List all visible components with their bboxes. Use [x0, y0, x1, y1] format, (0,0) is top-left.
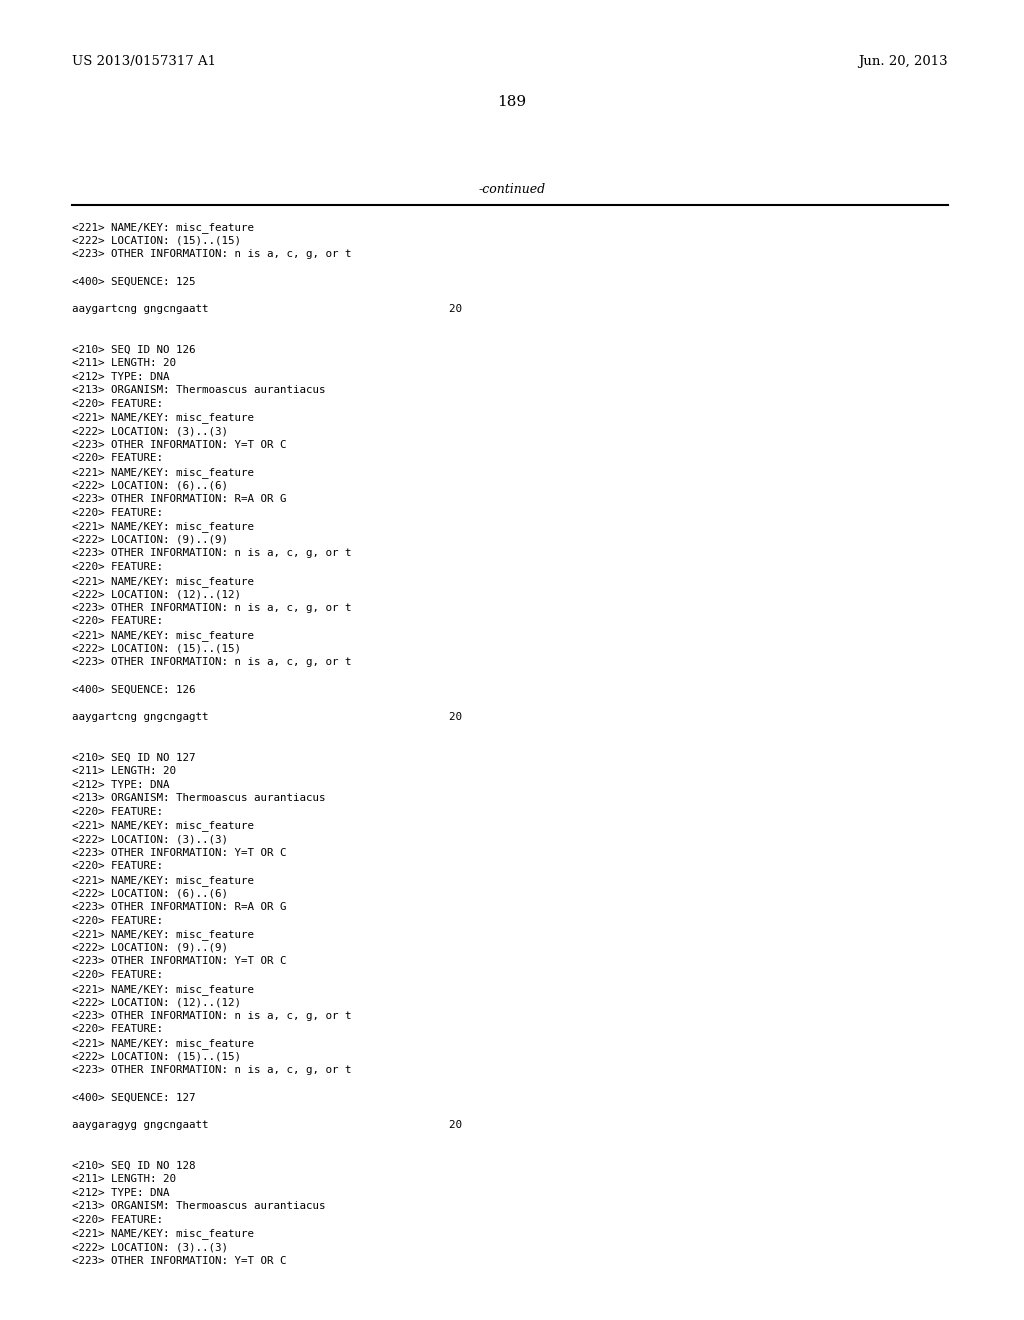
Text: 189: 189	[498, 95, 526, 110]
Text: <220> FEATURE:: <220> FEATURE:	[72, 1024, 163, 1035]
Text: <222> LOCATION: (6)..(6): <222> LOCATION: (6)..(6)	[72, 480, 228, 491]
Text: US 2013/0157317 A1: US 2013/0157317 A1	[72, 55, 216, 69]
Text: <221> NAME/KEY: misc_feature: <221> NAME/KEY: misc_feature	[72, 576, 254, 586]
Text: <210> SEQ ID NO 127: <210> SEQ ID NO 127	[72, 752, 196, 763]
Text: <212> TYPE: DNA: <212> TYPE: DNA	[72, 372, 170, 381]
Text: <222> LOCATION: (15)..(15): <222> LOCATION: (15)..(15)	[72, 644, 241, 653]
Text: <400> SEQUENCE: 127: <400> SEQUENCE: 127	[72, 1093, 196, 1102]
Text: <220> FEATURE:: <220> FEATURE:	[72, 616, 163, 627]
Text: <213> ORGANISM: Thermoascus aurantiacus: <213> ORGANISM: Thermoascus aurantiacus	[72, 1201, 326, 1212]
Text: <220> FEATURE:: <220> FEATURE:	[72, 562, 163, 572]
Text: <210> SEQ ID NO 128: <210> SEQ ID NO 128	[72, 1160, 196, 1171]
Text: <221> NAME/KEY: misc_feature: <221> NAME/KEY: misc_feature	[72, 630, 254, 642]
Text: <220> FEATURE:: <220> FEATURE:	[72, 916, 163, 925]
Text: <223> OTHER INFORMATION: Y=T OR C: <223> OTHER INFORMATION: Y=T OR C	[72, 957, 287, 966]
Text: <220> FEATURE:: <220> FEATURE:	[72, 1214, 163, 1225]
Text: <222> LOCATION: (3)..(3): <222> LOCATION: (3)..(3)	[72, 426, 228, 436]
Text: <221> NAME/KEY: misc_feature: <221> NAME/KEY: misc_feature	[72, 875, 254, 886]
Text: <222> LOCATION: (12)..(12): <222> LOCATION: (12)..(12)	[72, 997, 241, 1007]
Text: <221> NAME/KEY: misc_feature: <221> NAME/KEY: misc_feature	[72, 1038, 254, 1049]
Text: <221> NAME/KEY: misc_feature: <221> NAME/KEY: misc_feature	[72, 412, 254, 424]
Text: <222> LOCATION: (9)..(9): <222> LOCATION: (9)..(9)	[72, 942, 228, 953]
Text: <221> NAME/KEY: misc_feature: <221> NAME/KEY: misc_feature	[72, 521, 254, 532]
Text: <222> LOCATION: (3)..(3): <222> LOCATION: (3)..(3)	[72, 1242, 228, 1251]
Text: <222> LOCATION: (15)..(15): <222> LOCATION: (15)..(15)	[72, 235, 241, 246]
Text: <220> FEATURE:: <220> FEATURE:	[72, 861, 163, 871]
Text: aaygaragyg gngcngaatt                                     20: aaygaragyg gngcngaatt 20	[72, 1119, 462, 1130]
Text: <223> OTHER INFORMATION: Y=T OR C: <223> OTHER INFORMATION: Y=T OR C	[72, 847, 287, 858]
Text: <211> LENGTH: 20: <211> LENGTH: 20	[72, 1173, 176, 1184]
Text: <212> TYPE: DNA: <212> TYPE: DNA	[72, 780, 170, 789]
Text: <210> SEQ ID NO 126: <210> SEQ ID NO 126	[72, 345, 196, 354]
Text: <212> TYPE: DNA: <212> TYPE: DNA	[72, 1188, 170, 1197]
Text: <213> ORGANISM: Thermoascus aurantiacus: <213> ORGANISM: Thermoascus aurantiacus	[72, 385, 326, 395]
Text: <223> OTHER INFORMATION: n is a, c, g, or t: <223> OTHER INFORMATION: n is a, c, g, o…	[72, 657, 351, 667]
Text: <400> SEQUENCE: 126: <400> SEQUENCE: 126	[72, 684, 196, 694]
Text: <221> NAME/KEY: misc_feature: <221> NAME/KEY: misc_feature	[72, 222, 254, 232]
Text: <220> FEATURE:: <220> FEATURE:	[72, 807, 163, 817]
Text: <220> FEATURE:: <220> FEATURE:	[72, 453, 163, 463]
Text: aaygartcng gngcngaatt                                     20: aaygartcng gngcngaatt 20	[72, 304, 462, 314]
Text: <223> OTHER INFORMATION: R=A OR G: <223> OTHER INFORMATION: R=A OR G	[72, 494, 287, 504]
Text: <223> OTHER INFORMATION: Y=T OR C: <223> OTHER INFORMATION: Y=T OR C	[72, 440, 287, 450]
Text: <223> OTHER INFORMATION: R=A OR G: <223> OTHER INFORMATION: R=A OR G	[72, 902, 287, 912]
Text: <213> ORGANISM: Thermoascus aurantiacus: <213> ORGANISM: Thermoascus aurantiacus	[72, 793, 326, 803]
Text: <221> NAME/KEY: misc_feature: <221> NAME/KEY: misc_feature	[72, 467, 254, 478]
Text: <223> OTHER INFORMATION: n is a, c, g, or t: <223> OTHER INFORMATION: n is a, c, g, o…	[72, 249, 351, 259]
Text: <223> OTHER INFORMATION: Y=T OR C: <223> OTHER INFORMATION: Y=T OR C	[72, 1255, 287, 1266]
Text: <222> LOCATION: (15)..(15): <222> LOCATION: (15)..(15)	[72, 1052, 241, 1061]
Text: <220> FEATURE:: <220> FEATURE:	[72, 399, 163, 409]
Text: <223> OTHER INFORMATION: n is a, c, g, or t: <223> OTHER INFORMATION: n is a, c, g, o…	[72, 603, 351, 612]
Text: <222> LOCATION: (12)..(12): <222> LOCATION: (12)..(12)	[72, 589, 241, 599]
Text: <221> NAME/KEY: misc_feature: <221> NAME/KEY: misc_feature	[72, 929, 254, 940]
Text: <220> FEATURE:: <220> FEATURE:	[72, 508, 163, 517]
Text: <223> OTHER INFORMATION: n is a, c, g, or t: <223> OTHER INFORMATION: n is a, c, g, o…	[72, 548, 351, 558]
Text: <211> LENGTH: 20: <211> LENGTH: 20	[72, 766, 176, 776]
Text: <220> FEATURE:: <220> FEATURE:	[72, 970, 163, 979]
Text: <223> OTHER INFORMATION: n is a, c, g, or t: <223> OTHER INFORMATION: n is a, c, g, o…	[72, 1011, 351, 1020]
Text: Jun. 20, 2013: Jun. 20, 2013	[858, 55, 948, 69]
Text: <222> LOCATION: (6)..(6): <222> LOCATION: (6)..(6)	[72, 888, 228, 899]
Text: <222> LOCATION: (9)..(9): <222> LOCATION: (9)..(9)	[72, 535, 228, 545]
Text: <222> LOCATION: (3)..(3): <222> LOCATION: (3)..(3)	[72, 834, 228, 843]
Text: aaygartcng gngcngagtt                                     20: aaygartcng gngcngagtt 20	[72, 711, 462, 722]
Text: <221> NAME/KEY: misc_feature: <221> NAME/KEY: misc_feature	[72, 1229, 254, 1239]
Text: <221> NAME/KEY: misc_feature: <221> NAME/KEY: misc_feature	[72, 983, 254, 994]
Text: -continued: -continued	[478, 183, 546, 195]
Text: <400> SEQUENCE: 125: <400> SEQUENCE: 125	[72, 276, 196, 286]
Text: <211> LENGTH: 20: <211> LENGTH: 20	[72, 358, 176, 368]
Text: <223> OTHER INFORMATION: n is a, c, g, or t: <223> OTHER INFORMATION: n is a, c, g, o…	[72, 1065, 351, 1076]
Text: <221> NAME/KEY: misc_feature: <221> NAME/KEY: misc_feature	[72, 821, 254, 832]
